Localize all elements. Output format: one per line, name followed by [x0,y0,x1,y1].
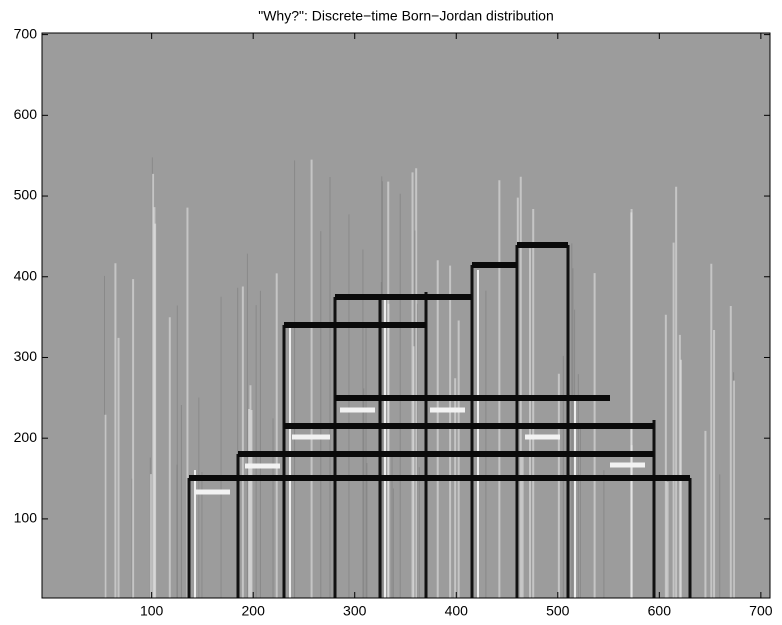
axes-box [41,32,771,599]
y-tick-label: 600 [14,106,38,122]
y-tick-label: 300 [14,348,38,364]
x-tick-label: 200 [242,603,266,619]
x-tick-label: 600 [648,603,672,619]
y-tick-label: 200 [14,429,38,445]
x-tick-label: 300 [343,603,367,619]
y-tick-label: 400 [14,267,38,283]
y-tick-label: 100 [14,510,38,526]
image-plot [41,32,771,599]
x-tick-label: 100 [140,603,164,619]
chart-title: "Why?": Discrete−time Born−Jordan distri… [258,8,554,24]
x-tick-label: 500 [546,603,570,619]
image-background [42,33,770,598]
y-tick-label: 700 [14,25,38,41]
x-tick-label: 700 [749,603,773,619]
y-tick-label: 500 [14,187,38,203]
image-structure [187,242,692,598]
x-tick-label: 400 [445,603,469,619]
